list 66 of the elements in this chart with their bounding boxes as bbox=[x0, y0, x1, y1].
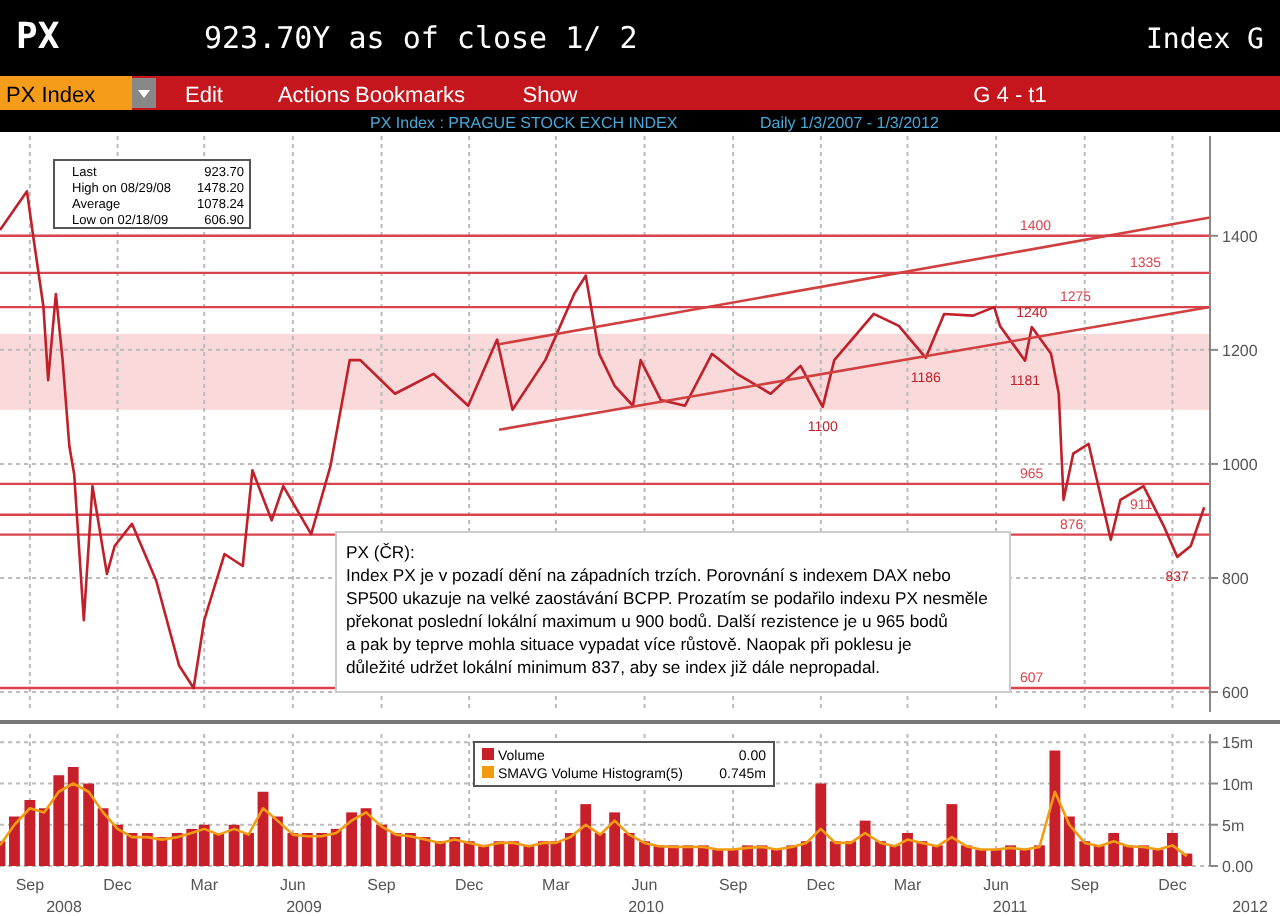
chart-title: PX Index : PRAGUE STOCK EXCH INDEX bbox=[370, 114, 679, 132]
bar bbox=[829, 841, 841, 866]
text: 2012 bbox=[1232, 898, 1269, 916]
bar bbox=[1034, 845, 1045, 866]
line-series bbox=[0, 782, 1189, 858]
x-tick-label: Sep bbox=[15, 876, 46, 894]
bar bbox=[845, 841, 857, 866]
text: 923.70Y as of close 1/ 2 bbox=[204, 20, 638, 56]
text: Bookmarks bbox=[354, 84, 466, 108]
chart-subtitle: Daily 1/3/2007 - 1/3/2012 bbox=[760, 114, 940, 132]
x-tick-label: Jun bbox=[631, 876, 658, 894]
text: G 4 - t1 bbox=[973, 84, 1047, 108]
text: 2008 bbox=[46, 898, 83, 916]
bar bbox=[330, 828, 342, 866]
bar bbox=[272, 816, 283, 866]
x-tick-label: Mar bbox=[542, 876, 571, 894]
bar bbox=[580, 804, 592, 866]
bar bbox=[564, 833, 576, 866]
bar bbox=[67, 767, 79, 866]
x-tick-label: Dec bbox=[454, 876, 484, 894]
y-tick-label: 5m bbox=[1222, 816, 1245, 835]
text: 2010 bbox=[628, 898, 665, 916]
y-tick-label: 1200 bbox=[1222, 341, 1259, 360]
bar bbox=[508, 841, 519, 866]
bar bbox=[639, 841, 650, 866]
text: Actions bbox=[277, 84, 352, 108]
bar bbox=[623, 833, 635, 866]
text: Show bbox=[522, 84, 578, 108]
bar bbox=[1049, 750, 1061, 866]
text: 2009 bbox=[286, 898, 323, 916]
bar bbox=[1079, 841, 1091, 866]
bar bbox=[9, 816, 20, 866]
bar bbox=[771, 849, 782, 866]
bar bbox=[83, 783, 95, 866]
text: Edit bbox=[185, 84, 223, 108]
y-tick-label: 10m bbox=[1222, 775, 1254, 794]
text: PX Index bbox=[6, 84, 97, 108]
bar bbox=[859, 820, 871, 866]
x-tick-label: Dec bbox=[103, 876, 132, 894]
x-tick-label: Jun bbox=[983, 876, 1010, 894]
y-tick-label: 800 bbox=[1222, 569, 1250, 588]
text: 2011 bbox=[992, 898, 1029, 916]
x-tick-label: Sep bbox=[367, 876, 397, 894]
bar bbox=[523, 845, 535, 866]
x-tick-label: Dec bbox=[806, 876, 836, 894]
bar bbox=[360, 808, 372, 866]
y-tick-label: 15m bbox=[1222, 734, 1254, 753]
bar bbox=[24, 800, 36, 866]
x-tick-label: Mar bbox=[893, 876, 922, 894]
x-tick-label: Mar bbox=[190, 876, 219, 894]
text: Index G bbox=[1145, 24, 1264, 56]
text: PX bbox=[16, 16, 60, 58]
y-tick-label: 1000 bbox=[1222, 455, 1259, 474]
annotation: PX (ČR): Index PX je v pozadí dění na západních trzích. Porovnání s indexem DAX nebo SP500 ukazuje na velké zaostávání BCPP. Prozatím se podařilo indexu PX nesměle překonat poslední lokální maximum u 900 bodů. Další rezistence je u 965 bodů a pak by teprve mohla situace vypadat více růstově. Naopak při poklesu je důležité udržet lokální minimum 837, aby se index již dále nepropadal. bbox=[346, 542, 989, 677]
x-tick-label: Dec bbox=[1158, 876, 1187, 894]
y-tick-label: 600 bbox=[1222, 684, 1250, 703]
x-tick-label: Jun bbox=[279, 876, 306, 894]
bar bbox=[346, 812, 358, 866]
bar bbox=[1063, 816, 1075, 866]
y-tick-label: 1400 bbox=[1222, 227, 1259, 246]
bar bbox=[875, 841, 886, 866]
bar bbox=[376, 824, 387, 866]
x-tick-label: Sep bbox=[718, 876, 749, 894]
y-tick-label: 0.00 bbox=[1222, 858, 1255, 876]
x-tick-label: Sep bbox=[1070, 876, 1101, 894]
bar bbox=[287, 833, 299, 866]
